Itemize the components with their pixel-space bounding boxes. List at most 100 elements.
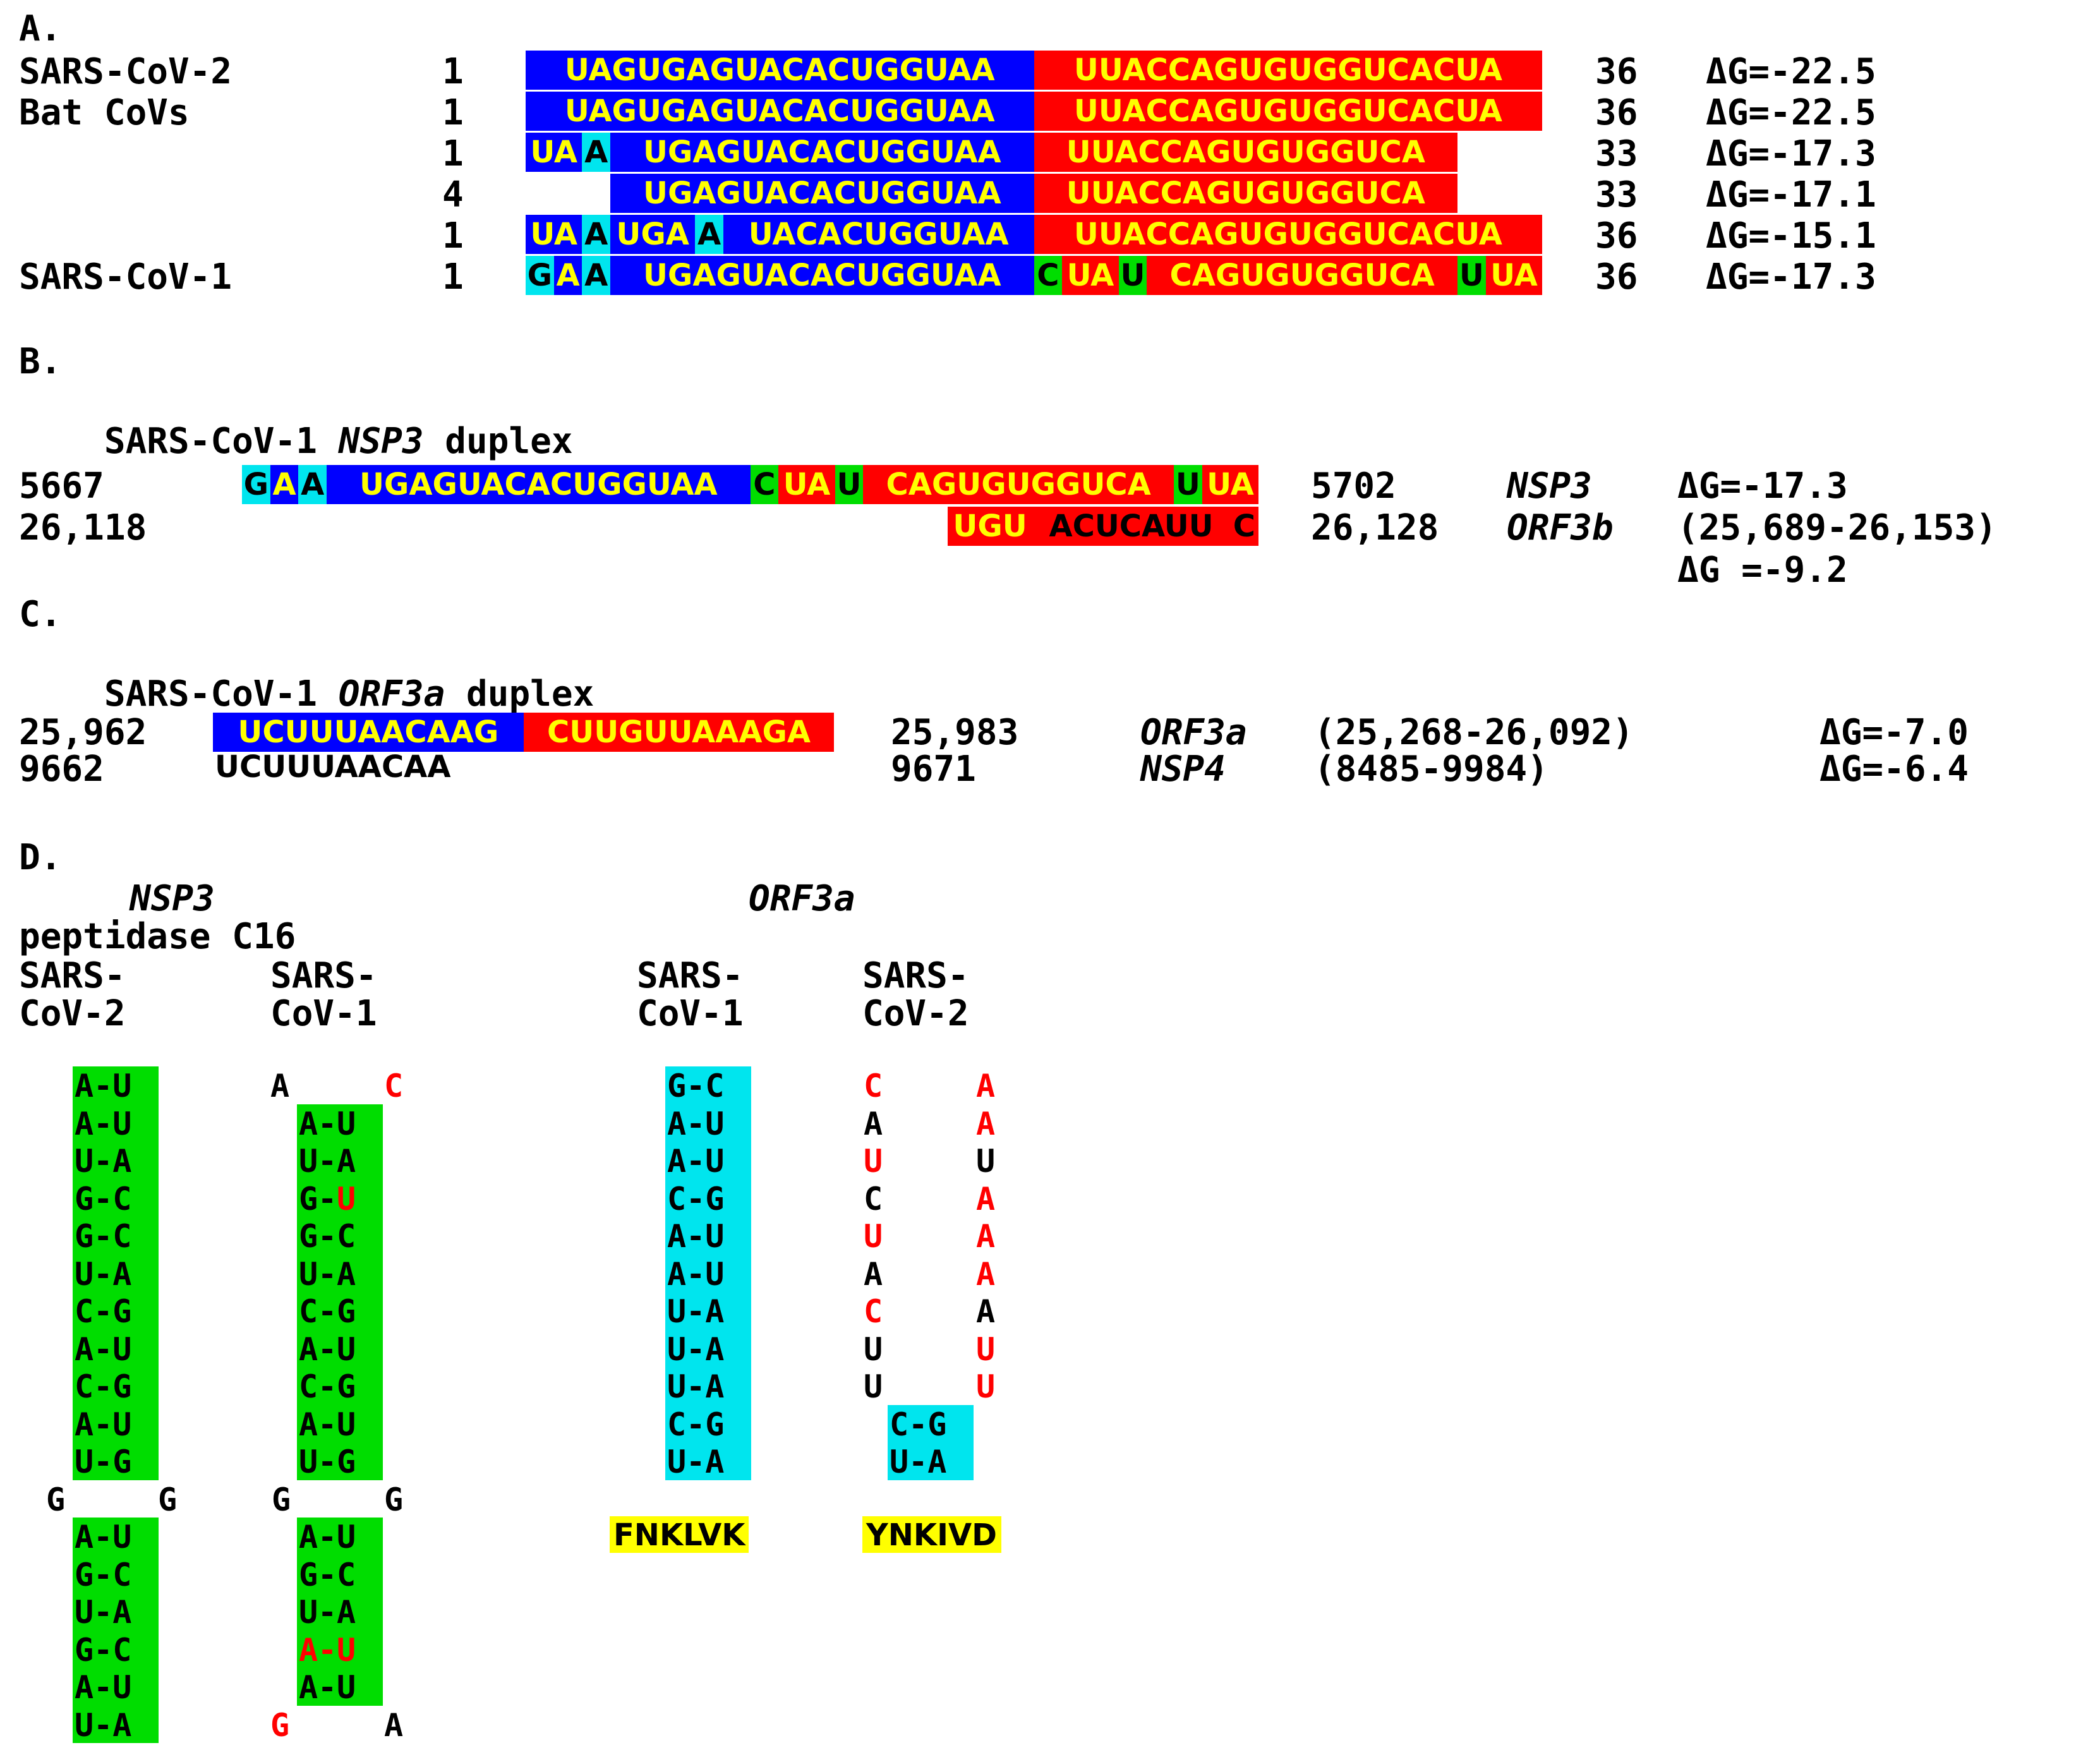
panel-b-title: SARS-CoV-1 NSP3 duplex [19, 389, 573, 495]
bond: - [318, 1180, 337, 1217]
base-pair: U-A [667, 1331, 725, 1368]
base-pair: U-A [890, 1444, 947, 1480]
sequence-row: UGAGUACACUGGUAA UUACCAGUGUGGUCA [610, 174, 1458, 213]
column-head: SARS- [270, 955, 377, 996]
loop-base: G [158, 1481, 178, 1518]
unpaired-base: U [976, 1368, 996, 1405]
base-pair: G-C [75, 1180, 132, 1217]
orf3a-delta-g: ΔG=-7.0 [1819, 712, 1969, 753]
base: G [337, 1368, 356, 1405]
unpaired-base: A [976, 1180, 996, 1217]
bond: - [318, 1631, 337, 1668]
panel-c-title-pre: SARS-CoV-1 [104, 673, 339, 715]
column-head: SARS- [19, 955, 126, 996]
strain-label: SARS-CoV-1 [19, 256, 232, 298]
end-position: 36 [1595, 215, 1638, 256]
base: A [337, 1594, 356, 1631]
unpaired-base: U [976, 1143, 996, 1180]
base-pair: C-G [667, 1406, 725, 1443]
nsp4-range: (8485-9984) [1314, 749, 1548, 790]
base: C [337, 1218, 356, 1255]
panel-b-title-pre: SARS-CoV-1 [104, 421, 339, 462]
base-pair: U-A [667, 1368, 725, 1405]
start-position: 4 [442, 174, 464, 215]
nsp3-delta-g: ΔG=-17.3 [1677, 466, 1848, 507]
delta-g-value: ΔG=-17.3 [1706, 256, 1876, 298]
base: A [299, 1331, 318, 1368]
motif-sars-cov-1: FNKLVK [613, 1520, 745, 1550]
nsp3-start: 5667 [19, 466, 104, 507]
nsp3-sequence: G A A UGAGUACACUGGUAA C UA U CAGUGUGGUCA U UA [242, 465, 1259, 504]
panel-c-label: C. [19, 594, 62, 635]
sequence-segment: A [695, 215, 723, 254]
sequence-segment: UGAGUACACUGGUAA [610, 174, 1034, 213]
base-pair: U-G [75, 1444, 132, 1480]
base-pair: C-G [75, 1293, 132, 1330]
bond: - [318, 1105, 337, 1142]
base: U [337, 1105, 356, 1142]
bond: - [318, 1519, 337, 1555]
sequence-segment: UUACCAGUGUGGUCA [1034, 133, 1458, 172]
sequence-segment: CAGUGUGGUCA [863, 465, 1174, 504]
column-head: CoV-2 [862, 993, 969, 1034]
orf3a-start: 25,962 [19, 712, 147, 753]
base: A [299, 1519, 318, 1555]
base-pair: A-U [667, 1105, 725, 1142]
unpaired-base: A [976, 1218, 996, 1255]
bond: - [318, 1255, 337, 1293]
sequence-segment: UA [1202, 465, 1259, 504]
orf3a-gene: ORF3a [1140, 712, 1247, 753]
start-position: 1 [442, 51, 464, 92]
base: U [337, 1631, 356, 1668]
motif-sars-cov-2: YNKIVD [866, 1520, 997, 1550]
panel-c-title-post: duplex [445, 673, 594, 715]
sequence-segment: UA [1485, 256, 1543, 295]
delta-g-value: ΔG=-17.3 [1706, 133, 1876, 174]
stem-highlight [665, 1066, 751, 1480]
unpaired-base: A [976, 1068, 996, 1104]
unpaired-base: A [270, 1068, 290, 1104]
sequence-segment: A [553, 256, 582, 295]
panel-b-label: B. [19, 341, 62, 382]
orf3a-range: (25,268-26,092) [1314, 712, 1634, 753]
base: A [299, 1406, 318, 1443]
sequence-segment: U [1457, 256, 1486, 295]
sequence-segment: UAGUGAGUACACUGGUAA [526, 51, 1034, 90]
stem-highlight [297, 1518, 383, 1706]
sequence-row: UAGUGAGUACACUGGUAA UUACCAGUGUGGUCACUA [526, 51, 1543, 90]
base-pair: U-A [667, 1444, 725, 1480]
unpaired-base: A [864, 1105, 883, 1142]
unpaired-base: U [864, 1218, 883, 1255]
delta-g-value: ΔG=-15.1 [1706, 215, 1876, 256]
base-pair: A-U [75, 1331, 132, 1368]
base: G [337, 1444, 356, 1480]
base-pair: C-G [890, 1406, 947, 1443]
unpaired-base: U [976, 1331, 996, 1368]
sequence-segment: U [835, 465, 864, 504]
loop-base: G [384, 1481, 404, 1518]
orf3b-delta-g: ΔG =-9.2 [1677, 550, 1848, 591]
panel-b-title-gene: NSP3 [338, 421, 424, 462]
base-pair: G-C [667, 1068, 725, 1104]
sequence-segment: UUACCAGUGUGGUCACUA [1034, 92, 1543, 131]
sequence-segment: CAGUGUGGUCA [1147, 256, 1458, 295]
start-position: 1 [442, 92, 464, 133]
orf3b-gene: ORF3b [1507, 507, 1614, 548]
sequence-segment: G [526, 256, 554, 295]
sequence-segment: A [270, 465, 299, 504]
base-pair: U-A [75, 1143, 132, 1180]
bond: - [318, 1143, 337, 1180]
motif-conserved: FNKLV [613, 1518, 722, 1553]
base-pair: C-G [75, 1368, 132, 1405]
unpaired-base: A [976, 1293, 996, 1330]
motif-variant: K [721, 1518, 745, 1553]
motif-sars-cov-1-highlight [610, 1516, 749, 1553]
start-position: 1 [442, 133, 464, 174]
base-pair: G-C [75, 1556, 132, 1593]
sequence-segment: A [582, 215, 611, 254]
base-pair: A-U [75, 1519, 132, 1555]
sequence-segment: ACUCAUU [1049, 509, 1214, 544]
panel-c-title: SARS-CoV-1 ORF3a duplex [19, 641, 594, 747]
unpaired-base: A [976, 1105, 996, 1142]
